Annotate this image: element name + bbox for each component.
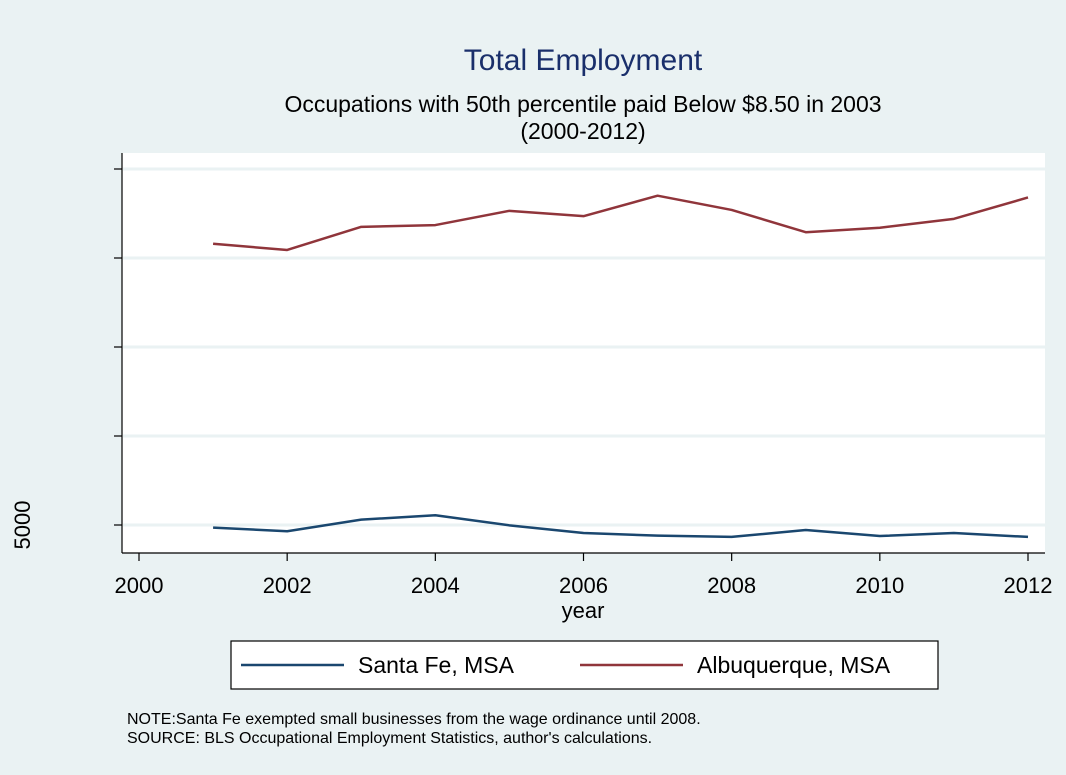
x-tick-label-2006: 2006	[559, 573, 608, 598]
note-text: NOTE:Santa Fe exempted small businesses …	[127, 711, 701, 728]
grid-lines	[123, 167, 1045, 527]
x-tick-label-2000: 2000	[115, 573, 164, 598]
x-axis-label: year	[562, 598, 605, 623]
legend: Santa Fe, MSA Albuquerque, MSA	[230, 640, 939, 690]
series-line-albuquerque-msa	[212, 194, 1029, 252]
chart-subtitle-line-1: Occupations with 50th percentile paid Be…	[284, 91, 881, 117]
x-tick-label-2010: 2010	[855, 573, 904, 598]
x-tick-label-2004: 2004	[411, 573, 460, 598]
chart-subtitle-line-2: (2000-2012)	[520, 118, 645, 144]
chart-title: Total Employment	[464, 44, 703, 77]
x-tick-label-2008: 2008	[707, 573, 756, 598]
legend-label-santa-fe: Santa Fe, MSA	[358, 652, 515, 678]
source-text: SOURCE: BLS Occupational Employment Stat…	[127, 730, 652, 747]
y-tick-label-5000: 5000	[10, 501, 35, 550]
x-tick-label-2012: 2012	[1004, 573, 1053, 598]
plot-area	[122, 153, 1045, 553]
x-tick-label-2002: 2002	[263, 573, 312, 598]
x-axis-ticks: 2000 2002 2004 2006 2008 2010 2012	[115, 553, 1053, 598]
legend-label-albuquerque: Albuquerque, MSA	[697, 652, 891, 678]
series-lines	[212, 194, 1029, 539]
series-line-santa-fe-msa	[213, 513, 1029, 539]
y-axis-ticks	[114, 168, 122, 526]
